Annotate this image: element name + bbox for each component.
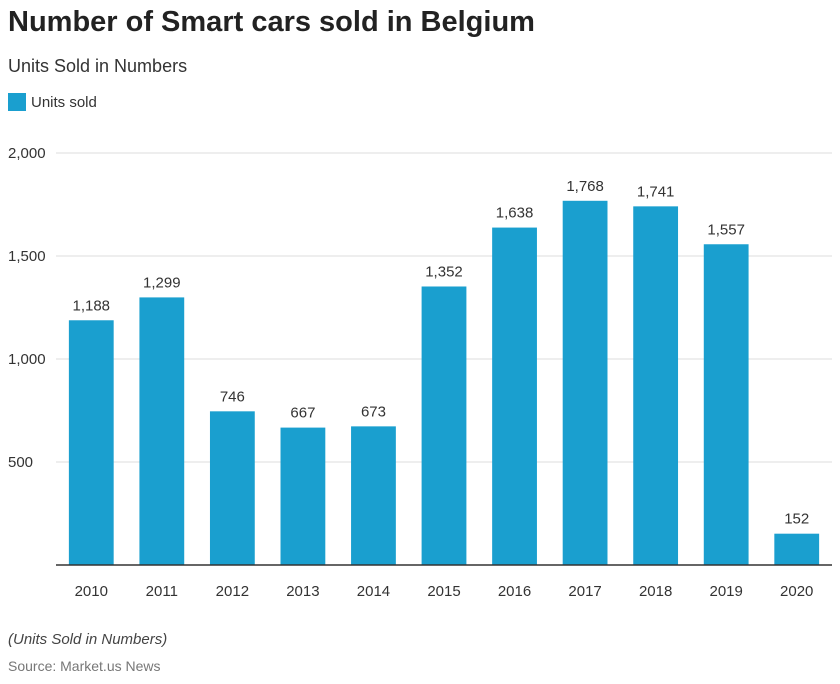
bar	[562, 200, 608, 565]
bar	[280, 427, 326, 565]
data-label: 667	[290, 405, 315, 422]
bar	[421, 286, 467, 565]
bar	[492, 227, 537, 565]
x-tick-label: 2020	[780, 583, 813, 600]
bar-chart: 500 1,000 1,500 2,000 1,188 2010 1,299 2011 746 2…	[8, 145, 832, 600]
data-label: 1,741	[637, 183, 675, 200]
chart-title: Number of Smart cars sold in Belgium	[8, 6, 535, 38]
data-label: 673	[361, 403, 386, 420]
legend-swatch	[8, 93, 26, 111]
bar	[351, 426, 396, 565]
data-label: 1,352	[425, 263, 463, 280]
footnote: (Units Sold in Numbers)	[8, 631, 168, 648]
data-label: 1,768	[566, 178, 604, 195]
bar	[139, 297, 185, 565]
source-credit: Source: Market.us News	[8, 658, 161, 674]
x-tick-label: 2016	[498, 583, 531, 600]
data-label: 1,299	[143, 274, 181, 291]
data-label: 1,557	[707, 221, 745, 238]
legend-label: Units sold	[31, 93, 97, 111]
x-tick-label: 2018	[639, 583, 672, 600]
bar	[633, 206, 679, 565]
data-label: 1,638	[496, 205, 534, 222]
y-tick-label: 1,500	[8, 248, 46, 265]
bar	[209, 411, 255, 565]
legend: Units sold	[8, 93, 97, 111]
bar	[703, 244, 749, 565]
y-tick-label: 2,000	[8, 145, 46, 162]
x-tick-label: 2011	[146, 583, 178, 600]
y-tick-label: 1,000	[8, 351, 46, 368]
chart-subtitle: Units Sold in Numbers	[8, 56, 188, 76]
x-tick-label: 2015	[427, 583, 460, 600]
x-tick-label: 2017	[568, 583, 601, 600]
y-tick-label: 500	[8, 454, 33, 471]
x-tick-label: 2014	[357, 583, 390, 600]
x-tick-label: 2013	[286, 583, 319, 600]
x-tick-label: 2019	[709, 583, 742, 600]
x-tick-label: 2012	[216, 583, 249, 600]
x-tick-label: 2010	[75, 583, 108, 600]
data-label: 152	[784, 511, 809, 528]
data-label: 746	[220, 388, 245, 405]
data-label: 1,188	[72, 297, 110, 314]
bar	[68, 320, 114, 565]
bar	[774, 533, 820, 565]
